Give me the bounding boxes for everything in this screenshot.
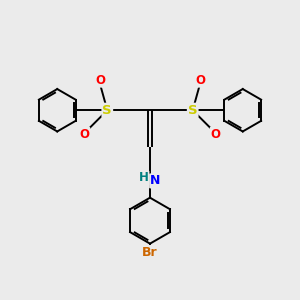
Text: S: S (188, 104, 197, 117)
Text: O: O (195, 74, 205, 87)
Text: O: O (79, 128, 89, 141)
Text: O: O (95, 74, 105, 87)
Text: H: H (139, 172, 148, 184)
Text: S: S (103, 104, 112, 117)
Text: O: O (211, 128, 221, 141)
Text: Br: Br (142, 246, 158, 259)
Text: N: N (150, 174, 160, 188)
